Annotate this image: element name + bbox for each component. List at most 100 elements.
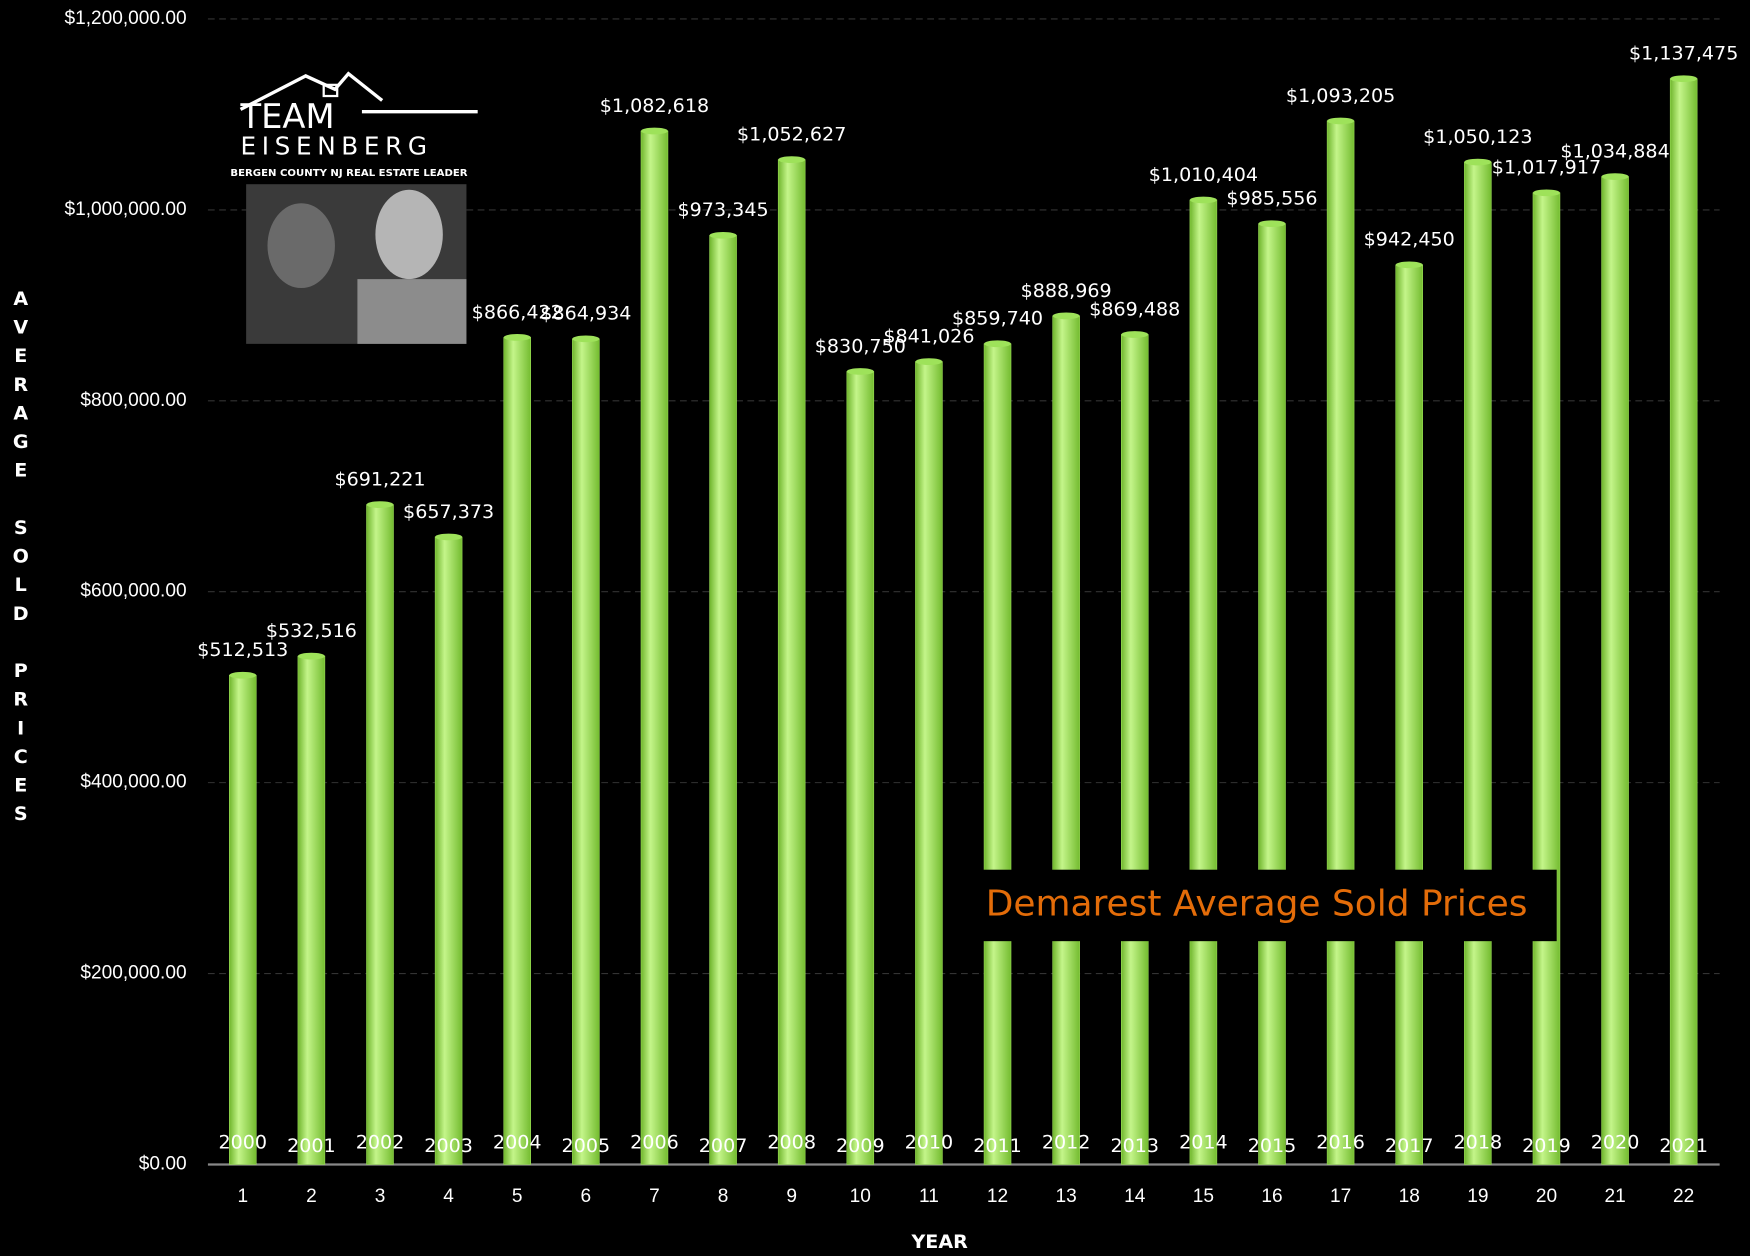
- y-tick-label: $1,000,000.00: [64, 199, 186, 220]
- x-tick-label: 1: [237, 1186, 248, 1207]
- value-label: $532,516: [266, 620, 357, 642]
- year-label: 2015: [1248, 1135, 1297, 1157]
- value-label: $1,093,205: [1286, 85, 1395, 107]
- year-label: 2013: [1110, 1135, 1159, 1157]
- chart-title: Demarest Average Sold Prices: [986, 884, 1528, 925]
- bar: [847, 371, 874, 1164]
- value-label: $1,082,618: [600, 95, 709, 117]
- bar: [1327, 121, 1354, 1165]
- x-tick-label: 4: [443, 1186, 454, 1207]
- logo-name: EISENBERG: [241, 131, 433, 160]
- y-tick-label: $0.00: [139, 1154, 187, 1175]
- bar: [1670, 79, 1697, 1165]
- bar: [1259, 224, 1286, 1165]
- x-tick-label: 7: [649, 1186, 660, 1207]
- bar: [915, 362, 942, 1165]
- bar: [1533, 193, 1560, 1165]
- year-label: 2003: [424, 1135, 473, 1157]
- bar: [1602, 177, 1629, 1165]
- logo-team: TEAM: [240, 97, 335, 136]
- chart: $0.00$200,000.00$400,000.00$600,000.00$8…: [0, 0, 1750, 1256]
- x-tick-label: 11: [919, 1186, 939, 1207]
- x-tick-label: 21: [1604, 1186, 1625, 1207]
- year-label: 2002: [356, 1132, 405, 1154]
- bar-cap: [435, 534, 462, 541]
- value-label: $859,740: [952, 308, 1043, 330]
- value-label: $1,010,404: [1149, 164, 1258, 186]
- x-tick-label: 8: [718, 1186, 729, 1207]
- logo-tagline: BERGEN COUNTY NJ REAL ESTATE LEADER: [230, 168, 467, 179]
- x-tick-label: 6: [581, 1186, 592, 1207]
- x-tick-label: 18: [1399, 1186, 1420, 1207]
- value-label: $942,450: [1364, 229, 1455, 251]
- value-label: $1,052,627: [737, 124, 846, 146]
- bar-cap: [1259, 220, 1286, 227]
- value-label: $985,556: [1226, 188, 1317, 210]
- x-tick-label: 13: [1056, 1186, 1077, 1207]
- bar-cap: [847, 368, 874, 375]
- bar-cap: [1602, 173, 1629, 180]
- y-tick-label: $1,200,000.00: [64, 8, 186, 29]
- bar-cap: [504, 334, 531, 341]
- bar-cap: [1396, 261, 1423, 268]
- bar: [504, 337, 531, 1164]
- bar-cap: [984, 340, 1011, 347]
- year-label: 2004: [493, 1132, 542, 1154]
- value-label: $864,934: [540, 303, 631, 325]
- bar-cap: [298, 653, 325, 660]
- year-label: 2017: [1385, 1135, 1434, 1157]
- year-label: 2000: [218, 1132, 267, 1154]
- photo-face: [268, 203, 335, 288]
- photo-body: [357, 279, 466, 344]
- year-label: 2019: [1522, 1135, 1571, 1157]
- x-tick-label: 12: [987, 1186, 1008, 1207]
- bar: [710, 235, 737, 1164]
- bar-cap: [641, 128, 668, 135]
- value-label: $1,034,884: [1560, 141, 1669, 163]
- bar: [1464, 162, 1491, 1164]
- x-tick-label: 17: [1330, 1186, 1351, 1207]
- x-tick-label: 20: [1536, 1186, 1557, 1207]
- x-axis-title: YEAR: [910, 1231, 968, 1253]
- value-label: $1,050,123: [1423, 126, 1532, 148]
- value-label: $1,137,475: [1629, 43, 1738, 65]
- x-tick-label: 5: [512, 1186, 523, 1207]
- value-label: $657,373: [403, 501, 494, 523]
- x-tick-label: 2: [306, 1186, 317, 1207]
- year-label: 2018: [1454, 1132, 1503, 1154]
- year-label: 2001: [287, 1135, 336, 1157]
- bar: [1121, 334, 1148, 1164]
- bar-cap: [229, 672, 256, 679]
- bar: [298, 656, 325, 1164]
- value-label: $512,513: [197, 639, 288, 661]
- x-tick-label: 3: [375, 1186, 386, 1207]
- bar: [1396, 265, 1423, 1165]
- bar: [229, 675, 256, 1164]
- value-label: $869,488: [1089, 298, 1180, 320]
- year-label: 2007: [699, 1135, 748, 1157]
- bar-cap: [1121, 331, 1148, 338]
- bar-cap: [1464, 159, 1491, 166]
- value-label: $691,221: [334, 469, 425, 491]
- bar-cap: [1670, 75, 1697, 82]
- value-label: $973,345: [678, 199, 769, 221]
- bar: [641, 131, 668, 1164]
- year-label: 2021: [1659, 1135, 1708, 1157]
- bar-cap: [915, 358, 942, 365]
- x-tick-label: 16: [1261, 1186, 1282, 1207]
- bar-cap: [367, 501, 394, 508]
- year-label: 2006: [630, 1132, 679, 1154]
- year-label: 2016: [1316, 1132, 1365, 1154]
- year-label: 2011: [973, 1135, 1022, 1157]
- bar: [778, 160, 805, 1165]
- x-tick-label: 14: [1124, 1186, 1146, 1207]
- x-tick-label: 22: [1673, 1186, 1694, 1207]
- x-tick-label: 9: [786, 1186, 797, 1207]
- year-label: 2010: [905, 1132, 954, 1154]
- bar-cap: [710, 232, 737, 239]
- bar-cap: [1053, 313, 1080, 320]
- y-tick-label: $600,000.00: [80, 581, 186, 602]
- y-tick-label: $200,000.00: [80, 963, 186, 984]
- year-label: 2014: [1179, 1132, 1228, 1154]
- x-tick-label: 15: [1193, 1186, 1214, 1207]
